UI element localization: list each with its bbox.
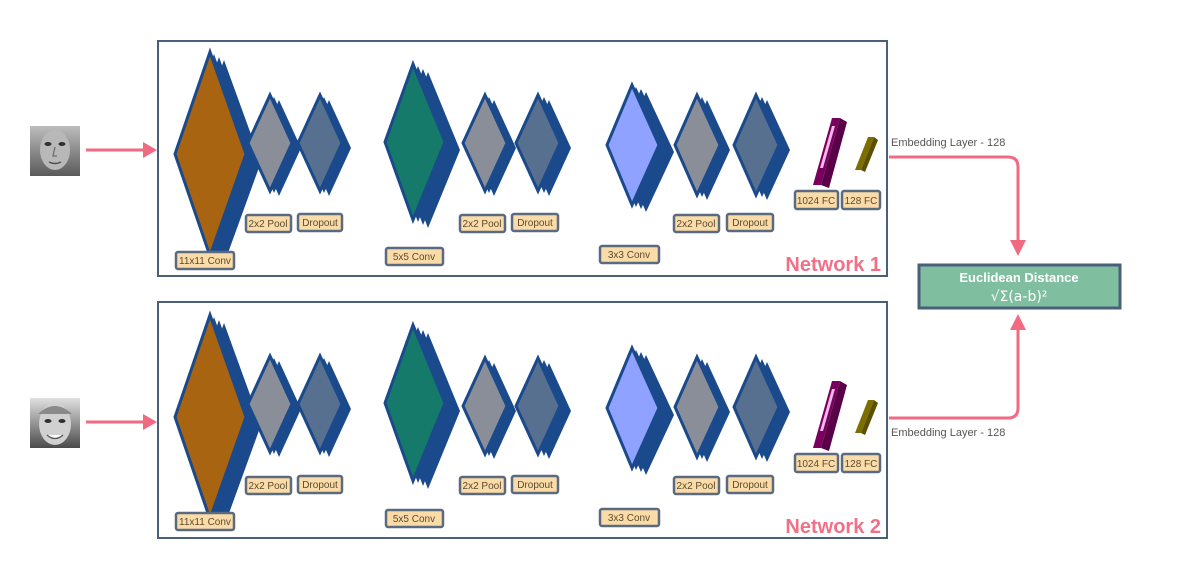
label-drop3-1: Dropout bbox=[725, 212, 775, 233]
dropout2-block-2 bbox=[514, 354, 571, 459]
label-pool2-2: 2x2 Pool bbox=[458, 475, 507, 496]
input-face-1 bbox=[30, 126, 80, 176]
svg-text:1024 FC: 1024 FC bbox=[797, 196, 835, 207]
svg-text:128 FC: 128 FC bbox=[845, 196, 878, 207]
svg-text:2x2 Pool: 2x2 Pool bbox=[249, 481, 288, 492]
label-conv3-2: 3x3 Conv bbox=[598, 507, 661, 528]
network-1-layers bbox=[173, 47, 878, 264]
svg-text:1024 FC: 1024 FC bbox=[797, 459, 835, 470]
dropout2-block-1 bbox=[514, 91, 571, 196]
embedding-label-1: Embedding Layer - 128 bbox=[891, 137, 1005, 149]
svg-text:Dropout: Dropout bbox=[517, 480, 553, 491]
embedding-arrow-2 bbox=[889, 314, 1026, 420]
svg-text:2x2 Pool: 2x2 Pool bbox=[677, 219, 716, 230]
label-pool2-1: 2x2 Pool bbox=[458, 213, 507, 234]
input-arrow-1 bbox=[86, 142, 157, 158]
network-2-title: Network 2 bbox=[785, 516, 881, 538]
pool3-block-2 bbox=[673, 353, 730, 462]
label-pool3-1: 2x2 Pool bbox=[672, 213, 721, 234]
svg-text:Dropout: Dropout bbox=[302, 218, 338, 229]
label-fc128-2: 128 FC bbox=[840, 452, 882, 474]
network-2-layers bbox=[173, 310, 878, 527]
label-conv3-1: 3x3 Conv bbox=[598, 244, 661, 265]
pool2-block-1 bbox=[461, 91, 516, 196]
dropout1-block-1 bbox=[296, 91, 351, 196]
conv1-block-2 bbox=[173, 310, 261, 527]
svg-text:2x2 Pool: 2x2 Pool bbox=[463, 481, 502, 492]
fc128-block-1 bbox=[855, 137, 878, 172]
conv3-block-1 bbox=[605, 81, 674, 212]
label-pool3-2: 2x2 Pool bbox=[672, 475, 721, 496]
svg-text:Dropout: Dropout bbox=[732, 480, 768, 491]
svg-text:3x3 Conv: 3x3 Conv bbox=[608, 250, 650, 261]
label-conv2-2: 5x5 Conv bbox=[384, 508, 445, 529]
label-fc1024-2: 1024 FC bbox=[793, 452, 840, 474]
svg-text:Dropout: Dropout bbox=[517, 218, 553, 229]
svg-text:3x3 Conv: 3x3 Conv bbox=[608, 513, 650, 524]
conv2-block-2 bbox=[383, 320, 460, 489]
svg-text:2x2 Pool: 2x2 Pool bbox=[249, 219, 288, 230]
embedding-arrow-1 bbox=[889, 155, 1026, 256]
network-1-title: Network 1 bbox=[785, 254, 881, 276]
svg-text:11x11 Conv: 11x11 Conv bbox=[179, 517, 231, 528]
label-drop1-1: Dropout bbox=[296, 212, 344, 233]
svg-text:5x5 Conv: 5x5 Conv bbox=[393, 252, 435, 263]
label-pool1-1: 2x2 Pool bbox=[244, 213, 293, 234]
pool1-block-1 bbox=[246, 91, 301, 196]
label-conv1-1: 11x11 Conv bbox=[174, 250, 236, 271]
conv3-block-2 bbox=[605, 344, 674, 475]
fc1024-block-2 bbox=[813, 381, 847, 451]
embedding-label-2: Embedding Layer - 128 bbox=[891, 427, 1005, 439]
input-face-2 bbox=[30, 398, 80, 448]
fc1024-block-1 bbox=[813, 118, 847, 188]
label-fc128-1: 128 FC bbox=[840, 189, 882, 211]
euclidean-distance-formula: √Σ(a-b)² bbox=[991, 289, 1048, 305]
label-drop3-2: Dropout bbox=[725, 474, 775, 495]
input-arrow-2 bbox=[86, 414, 157, 430]
label-drop2-2: Dropout bbox=[510, 474, 560, 495]
label-fc1024-1: 1024 FC bbox=[793, 189, 840, 211]
euclidean-distance-title: Euclidean Distance bbox=[959, 270, 1078, 285]
label-conv2-1: 5x5 Conv bbox=[384, 246, 445, 267]
dropout1-block-2 bbox=[296, 352, 351, 457]
label-drop1-2: Dropout bbox=[296, 474, 344, 495]
conv1-block-1 bbox=[173, 47, 261, 264]
label-pool1-2: 2x2 Pool bbox=[244, 475, 293, 496]
label-drop2-1: Dropout bbox=[510, 212, 560, 233]
dropout3-block-2 bbox=[732, 353, 790, 462]
dropout3-block-1 bbox=[732, 91, 790, 200]
svg-text:Dropout: Dropout bbox=[732, 218, 768, 229]
pool1-block-2 bbox=[246, 352, 301, 457]
pool3-block-1 bbox=[673, 91, 730, 200]
euclidean-distance-box: Euclidean Distance √Σ(a-b)² bbox=[917, 263, 1122, 310]
svg-text:Dropout: Dropout bbox=[302, 480, 338, 491]
conv2-block-1 bbox=[383, 59, 460, 228]
svg-text:128 FC: 128 FC bbox=[845, 459, 878, 470]
pool2-block-2 bbox=[461, 354, 516, 459]
label-conv1-2: 11x11 Conv bbox=[174, 511, 236, 532]
svg-text:5x5 Conv: 5x5 Conv bbox=[393, 514, 435, 525]
svg-text:2x2 Pool: 2x2 Pool bbox=[677, 481, 716, 492]
svg-text:11x11 Conv: 11x11 Conv bbox=[179, 256, 231, 267]
svg-text:2x2 Pool: 2x2 Pool bbox=[463, 219, 502, 230]
fc128-block-2 bbox=[855, 400, 878, 435]
